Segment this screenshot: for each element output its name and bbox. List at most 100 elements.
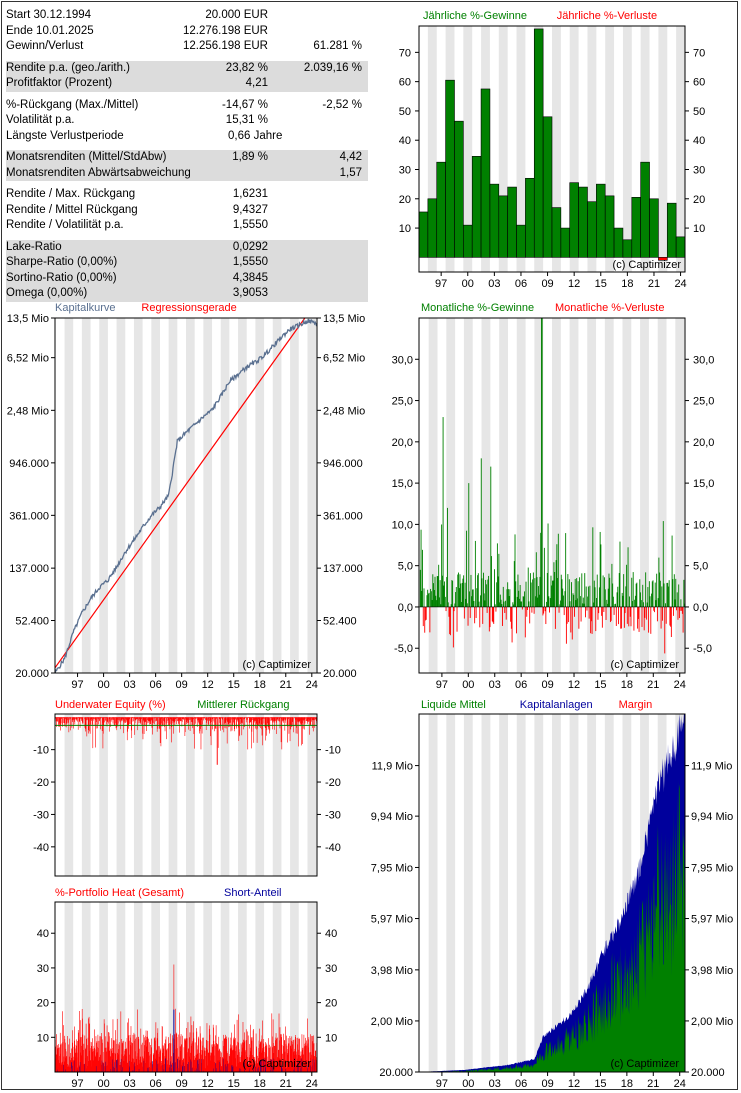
y-tick-label: 20	[325, 998, 337, 1010]
y-tick-label: 20	[37, 998, 49, 1010]
y-tick-label: 10	[325, 1032, 337, 1044]
monthly-bar	[493, 606, 495, 624]
year-band	[307, 318, 317, 673]
year-band	[552, 714, 561, 1072]
monthly-bar	[681, 606, 683, 614]
monthly-bar	[637, 606, 639, 619]
monthly-bar	[665, 603, 666, 607]
annual-bar	[666, 202, 677, 258]
monthly-bar	[519, 584, 521, 607]
watermark: (c) Captimizer	[611, 1058, 680, 1070]
monthly-bar	[538, 586, 539, 607]
monthly-bar	[577, 581, 579, 607]
monthly-bar	[549, 598, 551, 607]
monthly-bar	[446, 577, 448, 607]
year-band	[534, 318, 544, 673]
monthly-bar	[620, 606, 622, 629]
stat-label: Rendite p.a. (geo./arith.)	[6, 61, 131, 74]
stat-value: 12.256.198 EUR	[182, 40, 268, 52]
monthly-bar	[673, 606, 675, 616]
x-tick-label: 09	[541, 679, 553, 691]
x-tick-label: 18	[621, 1078, 633, 1090]
monthly-bar	[648, 581, 650, 607]
monthly-bar	[507, 589, 509, 607]
stat-row: Gewinn/Verlust 12.256.198 EUR 61.281 %	[6, 39, 368, 55]
stat-value: 4,3845	[232, 271, 268, 284]
y-tick-label: 0,0	[398, 602, 413, 614]
monthly-bar	[560, 600, 561, 607]
monthly-bar	[524, 591, 526, 607]
monthly-bar	[540, 532, 542, 607]
equity-curve	[54, 318, 318, 674]
monthly-bar	[459, 574, 461, 607]
year-band	[81, 318, 91, 673]
monthly-bar	[679, 606, 681, 611]
monthly-bar	[563, 595, 564, 607]
monthly-bar	[521, 601, 523, 607]
monthly-bar	[632, 601, 633, 607]
monthly-bar	[642, 584, 644, 607]
monthly-bar	[496, 582, 498, 607]
equity-curve-chart: 20.000 20.000 52.400 52.400 137.000 137.000 36…	[7, 302, 365, 691]
monthly-bar	[436, 600, 437, 607]
y-tick-label: -30	[325, 809, 341, 821]
monthly-bar	[667, 586, 669, 607]
x-tick-label: 12	[202, 679, 214, 691]
monthly-bar	[444, 581, 446, 607]
monthly-bar	[596, 574, 598, 607]
monthly-bar	[467, 606, 469, 626]
year-band	[203, 902, 213, 1072]
monthly-bar	[560, 574, 562, 607]
y-tick-label: 70	[399, 47, 411, 59]
year-band	[499, 318, 508, 673]
monthly-bar	[618, 606, 619, 625]
monthly-bar	[578, 606, 580, 629]
monthly-bar	[683, 579, 685, 607]
monthly-bar	[475, 606, 477, 618]
x-tick-label: 06	[515, 679, 527, 691]
stat-label: Sharpe-Ratio (0,00%)	[6, 256, 118, 268]
monthly-bar	[480, 595, 481, 607]
stat-label: Rendite / Volatilität p.a.	[6, 219, 124, 231]
x-tick-label: 24	[306, 679, 318, 691]
monthly-bar	[626, 564, 628, 607]
monthly-bar	[554, 606, 556, 629]
monthly-bar	[542, 606, 544, 616]
stat-value-secondary: 1,57	[339, 166, 362, 179]
annual-bar	[454, 120, 464, 258]
monthly-bar	[452, 580, 454, 607]
monthly-bar	[552, 580, 553, 607]
year-band	[255, 714, 265, 876]
monthly-bar	[585, 586, 587, 607]
stat-value: 23,82 %	[225, 61, 268, 74]
monthly-bar	[576, 598, 578, 607]
monthly-bar	[638, 606, 640, 632]
y-tick-label: 50	[693, 106, 705, 118]
monthly-bar	[430, 591, 432, 607]
monthly-bar	[591, 606, 593, 634]
x-tick-label: 15	[228, 1078, 240, 1090]
monthly-bar	[575, 600, 577, 607]
y-tick-label: 0,0	[693, 602, 708, 614]
monthly-bar	[572, 593, 574, 607]
y-tick-label: 6,52 Mio	[7, 353, 49, 365]
year-band	[81, 902, 91, 1072]
monthly-bar	[563, 606, 565, 616]
monthly-bar	[428, 592, 430, 607]
monthly-bar	[681, 606, 683, 611]
monthly-bar	[634, 599, 636, 607]
monthly-bar	[482, 606, 484, 624]
monthly-bar	[442, 417, 444, 607]
monthly-bar	[433, 583, 434, 607]
year-band	[133, 714, 143, 876]
monthly-bar	[501, 604, 503, 607]
stat-value: 3,9053	[232, 287, 268, 299]
monthly-bar	[656, 573, 658, 607]
monthly-bar	[678, 584, 680, 607]
monthly-bar	[438, 597, 440, 607]
year-band	[587, 714, 597, 1072]
monthly-bar	[623, 606, 625, 628]
x-tick-label: 24	[674, 679, 686, 691]
x-tick-label: 24	[674, 278, 686, 290]
year-band	[463, 26, 473, 272]
